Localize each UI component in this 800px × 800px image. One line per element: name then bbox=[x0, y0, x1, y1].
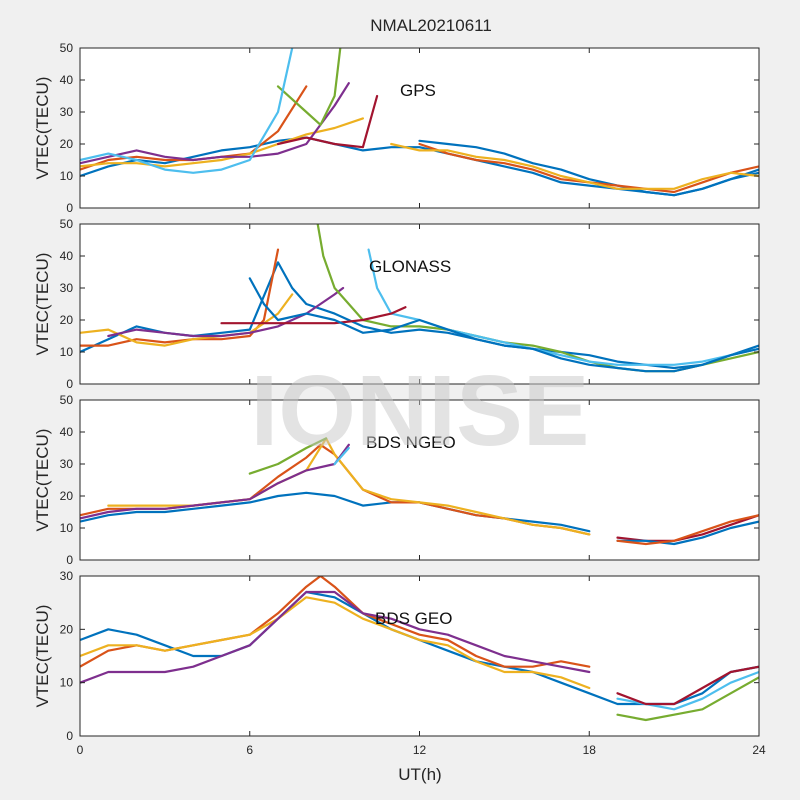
x-tick-label: 0 bbox=[77, 743, 84, 757]
panel-annotation: BDS GEO bbox=[375, 609, 452, 628]
y-tick-label: 0 bbox=[66, 729, 73, 743]
y-tick-label: 40 bbox=[60, 73, 74, 87]
y-tick-label: 30 bbox=[60, 281, 74, 295]
panel-annotation: BDS NGEO bbox=[366, 433, 456, 452]
panel-1: 0 10 20 30 40 50 VTEC(TECU) GPS bbox=[33, 41, 760, 215]
y-tick-label: 40 bbox=[60, 425, 74, 439]
series-line bbox=[80, 82, 350, 165]
series-line bbox=[616, 665, 759, 706]
x-tick-label: 24 bbox=[752, 743, 766, 757]
series-line bbox=[220, 306, 407, 325]
x-tick-label: 12 bbox=[413, 743, 427, 757]
plot-area bbox=[80, 400, 759, 560]
y-tick-label: 0 bbox=[66, 377, 73, 391]
panel-4: 0 10 20 30 0 6 12 18 24 VTEC(TECU) BDS GEO bbox=[33, 569, 766, 757]
y-tick-label: 10 bbox=[60, 521, 74, 535]
y-axis-label: VTEC(TECU) bbox=[33, 77, 52, 180]
panel-annotation: GPS bbox=[400, 81, 436, 100]
series-line bbox=[390, 142, 759, 190]
series-line bbox=[418, 139, 759, 197]
panel-annotation: GLONASS bbox=[369, 257, 451, 276]
series-line bbox=[107, 286, 345, 338]
x-axis-label: UT(h) bbox=[398, 765, 441, 784]
y-tick-label: 30 bbox=[60, 457, 74, 471]
y-tick-label: 40 bbox=[60, 249, 74, 263]
series-line bbox=[276, 48, 342, 126]
series-group bbox=[80, 437, 759, 546]
y-axis-label: VTEC(TECU) bbox=[33, 605, 52, 708]
series-line bbox=[616, 520, 759, 546]
series-line bbox=[367, 248, 759, 366]
y-tick-label: 10 bbox=[60, 676, 74, 690]
y-tick-label: 20 bbox=[60, 622, 74, 636]
x-tick-label: 6 bbox=[246, 743, 253, 757]
series-group bbox=[80, 576, 759, 722]
series-line bbox=[80, 590, 591, 684]
plot-area bbox=[80, 48, 759, 208]
series-group bbox=[80, 48, 759, 197]
series-group bbox=[80, 224, 759, 373]
y-tick-label: 20 bbox=[60, 489, 74, 503]
y-tick-label: 50 bbox=[60, 41, 74, 55]
watermark: IONISE bbox=[251, 355, 590, 467]
series-line bbox=[80, 596, 591, 690]
series-line bbox=[248, 277, 759, 373]
series-line bbox=[80, 443, 350, 520]
y-tick-label: 50 bbox=[60, 393, 74, 407]
chart-title: NMAL20210611 bbox=[370, 16, 492, 35]
y-axis-label: VTEC(TECU) bbox=[33, 429, 52, 532]
series-line bbox=[616, 676, 759, 722]
y-tick-label: 50 bbox=[60, 217, 74, 231]
series-line bbox=[333, 446, 350, 466]
series-line bbox=[616, 514, 759, 546]
series-line bbox=[276, 94, 379, 149]
panel-3: 0 10 20 30 40 50 VTEC(TECU) BDS NGEO bbox=[33, 393, 760, 567]
x-tick-label: 18 bbox=[583, 743, 597, 757]
y-tick-label: 20 bbox=[60, 313, 74, 327]
y-tick-label: 10 bbox=[60, 169, 74, 183]
panels: 0 10 20 30 40 50 VTEC(TECU) GPS 0 10 20 30 40 50 VTEC(… bbox=[33, 41, 766, 757]
y-tick-label: 20 bbox=[60, 137, 74, 151]
panel-2: 0 10 20 30 40 50 VTEC(TECU) GLONASS bbox=[33, 217, 760, 391]
series-line bbox=[80, 48, 294, 174]
plot-area bbox=[80, 224, 759, 384]
y-tick-label: 0 bbox=[66, 553, 73, 567]
y-tick-label: 0 bbox=[66, 201, 73, 215]
y-axis-label: VTEC(TECU) bbox=[33, 253, 52, 356]
y-tick-label: 30 bbox=[60, 569, 74, 583]
plot-area bbox=[80, 576, 759, 736]
y-tick-label: 30 bbox=[60, 105, 74, 119]
series-line bbox=[248, 437, 328, 475]
y-tick-label: 10 bbox=[60, 345, 74, 359]
